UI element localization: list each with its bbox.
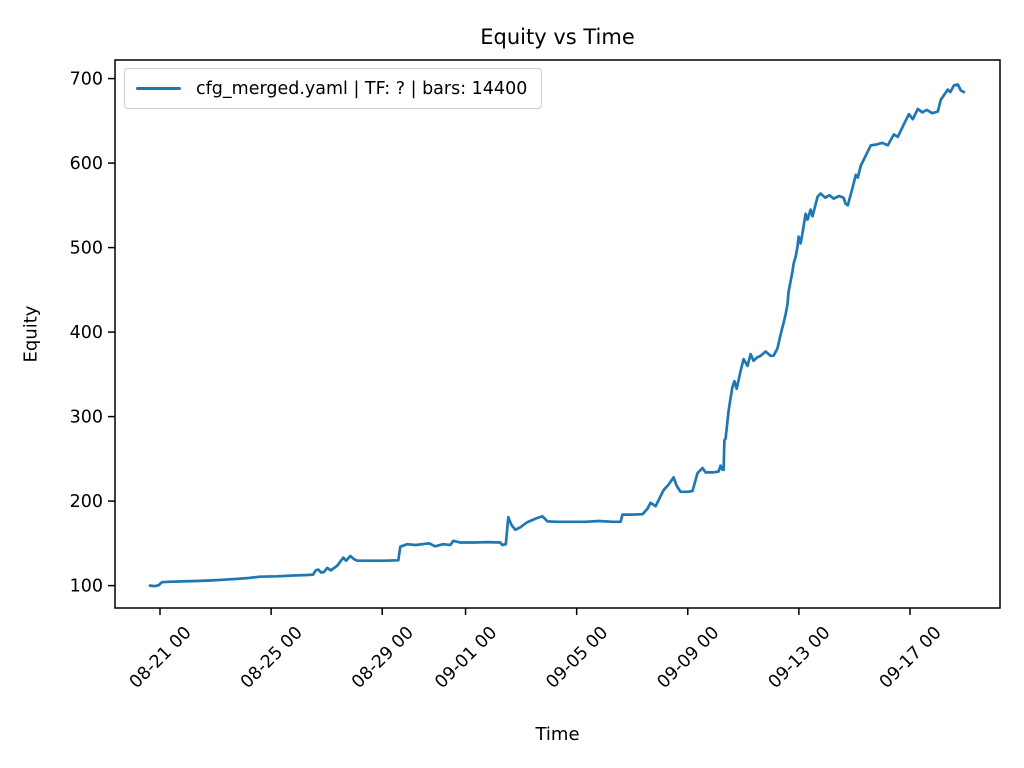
axes-spines [114,59,1001,609]
x-tick-label: 08-25 00 [237,623,307,693]
legend-line-sample-icon [136,87,181,90]
x-tick-label: 09-17 00 [876,623,946,693]
x-tick-label: 09-01 00 [431,623,501,693]
equity-line [148,83,966,588]
y-axis-label: Equity [20,305,42,363]
x-tick-label: 09-09 00 [654,623,724,693]
y-tick-label: 100 [70,577,103,597]
x-tick-label: 08-29 00 [348,623,418,693]
legend: cfg_merged.yaml | TF: ? | bars: 14400 [124,68,543,109]
y-tick-label: 200 [70,492,103,512]
y-tick-label: 500 [70,239,103,259]
y-tick-label: 400 [70,323,103,343]
x-tick-label: 09-05 00 [543,623,613,693]
x-tick-label: 09-13 00 [765,623,835,693]
y-tick-label: 300 [70,408,103,428]
x-tick-label: 08-21 00 [126,623,196,693]
x-axis-label: Time [535,724,580,745]
chart-title: Equity vs Time [480,25,635,49]
legend-entry-label: cfg_merged.yaml | TF: ? | bars: 14400 [196,78,528,99]
y-tick-label: 600 [70,154,103,174]
y-tick-label: 700 [70,70,103,90]
